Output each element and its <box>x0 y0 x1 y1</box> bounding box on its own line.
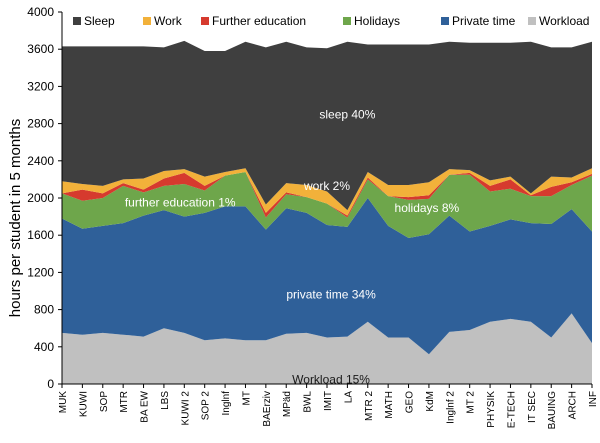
y-tick-label: 1600 <box>27 228 54 242</box>
area-private-time <box>62 198 592 355</box>
x-tick-label: Inglnf <box>221 391 232 416</box>
annotation-private-time-34: private time 34% <box>286 288 376 302</box>
y-tick-label: 0 <box>47 377 54 391</box>
x-tick-label: MATH <box>384 391 395 419</box>
legend-label-work: Work <box>154 14 183 28</box>
annotation-holidays-8: holidays 8% <box>395 201 460 215</box>
x-tick-label: BAUING <box>547 391 558 430</box>
x-tick-label: BAErziv <box>262 391 273 427</box>
x-tick-label: MUK <box>58 391 69 414</box>
x-tick-label: KUWI 2 <box>180 391 191 426</box>
legend-swatch-sleep <box>73 17 81 25</box>
y-tick-label: 3600 <box>27 42 54 56</box>
x-tick-label: ARCH <box>568 391 579 419</box>
legend-label-holidays: Holidays <box>354 14 400 28</box>
x-tick-label: GEO <box>405 391 416 413</box>
y-tick-label: 2800 <box>27 117 54 131</box>
y-tick-label: 4000 <box>27 5 54 19</box>
y-tick-label: 3200 <box>27 79 54 93</box>
x-tick-label: LBS <box>160 391 171 410</box>
area-holidays <box>62 171 592 238</box>
area-sleep <box>62 40 592 211</box>
legend-swatch-further-education <box>201 17 209 25</box>
annotation-further-education-1: further education 1% <box>125 196 236 210</box>
x-tick-label: BWL <box>303 391 314 413</box>
annotation-work-2: work 2% <box>303 179 350 193</box>
y-tick-label: 2400 <box>27 154 54 168</box>
y-tick-label: 800 <box>34 303 54 317</box>
legend-label-sleep: Sleep <box>84 14 115 28</box>
x-tick-label: SOP <box>99 391 110 412</box>
annotation-workload-15: Workload 15% <box>292 372 370 386</box>
x-tick-label: MT 2 <box>466 391 477 414</box>
x-tick-label: E-TECH <box>506 391 517 428</box>
axes: 0 400 800 1200 1600 2000 2400 2800 3200 3600 4000 M… <box>27 5 599 429</box>
annotation-sleep-40: sleep 40% <box>319 107 375 121</box>
area-further-education <box>62 171 592 218</box>
x-tick-label: MTR <box>119 391 130 413</box>
legend-label-workload: Workload <box>539 14 589 28</box>
x-tick-label: Inglnf 2 <box>445 391 456 424</box>
legend-label-further-education: Further education <box>212 14 306 28</box>
legend-swatch-work <box>143 17 151 25</box>
y-tick-label: 400 <box>34 340 54 354</box>
x-tick-label: IMIT <box>323 391 334 411</box>
legend-swatch-workload <box>528 17 536 25</box>
legend-swatch-holidays <box>343 17 351 25</box>
y-tick-label: 2000 <box>27 191 54 205</box>
x-tick-label: BA EW <box>140 390 151 422</box>
area-workload <box>62 313 592 384</box>
annotations: sleep 40% work 2% further education 1% holi… <box>125 107 460 386</box>
legend-label-private-time: Private time <box>452 14 516 28</box>
x-tick-label: MT <box>241 391 252 405</box>
area-work <box>62 168 592 216</box>
x-tick-label: SOP 2 <box>201 391 212 421</box>
y-tick-label: 1200 <box>27 265 54 279</box>
x-tick-label: MTR 2 <box>364 391 375 421</box>
x-tick-label: KdM <box>425 391 436 412</box>
area-layers <box>62 40 592 384</box>
x-tick-label: LA <box>343 391 354 404</box>
x-tick-label: PHYSIK <box>486 391 497 428</box>
x-tick-label: MPäd <box>282 391 293 417</box>
x-tick-label: INF <box>588 391 599 407</box>
x-tick-label: KUWI <box>78 391 89 417</box>
legend-swatch-private-time <box>441 17 449 25</box>
y-axis-label: hours per student in 5 months <box>7 119 24 317</box>
legend: Sleep Work Further education Holidays Privat… <box>73 14 589 28</box>
x-tick-label: IT SEC <box>527 391 538 423</box>
